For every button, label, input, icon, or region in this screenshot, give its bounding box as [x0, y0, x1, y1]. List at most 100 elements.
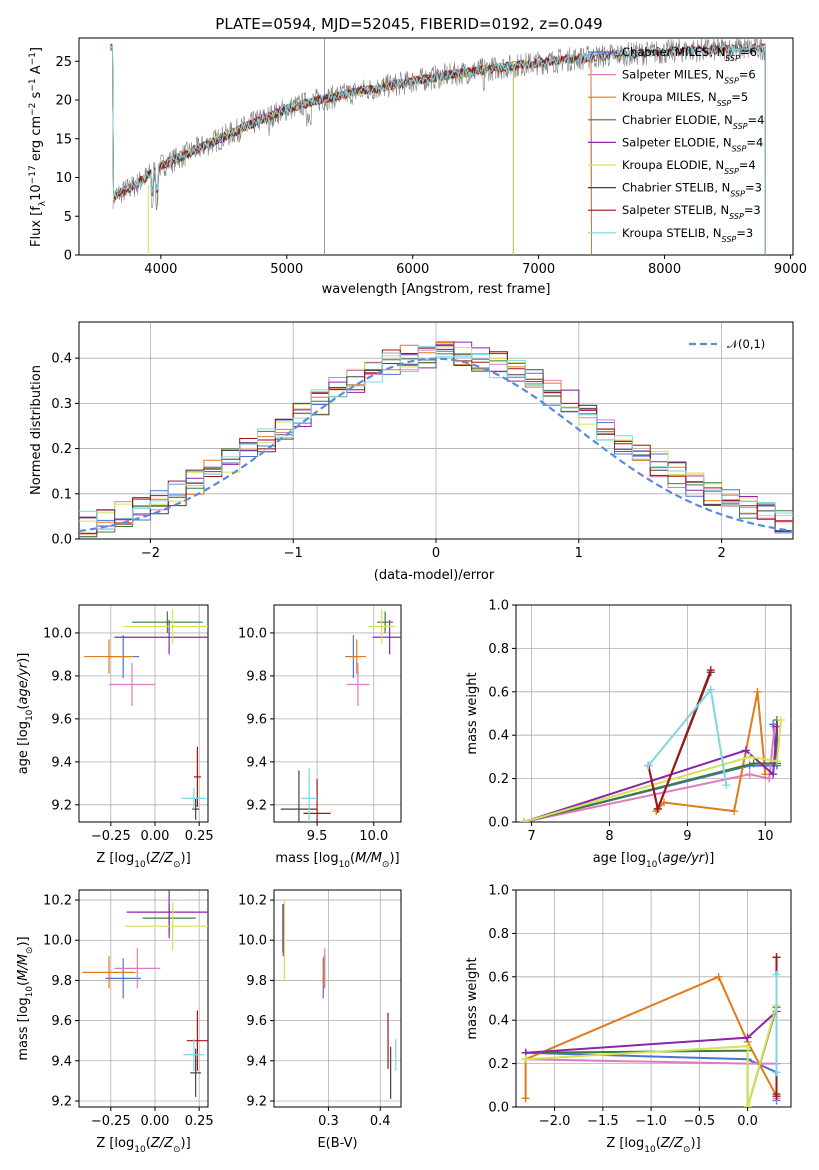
- weight-marker-salpeter_stelib-2: [706, 666, 715, 675]
- spectrum-ylabel: Flux [fλ10−17 erg cm−2 s−1 A−1]: [28, 47, 48, 247]
- weight-marker-kroupa_elodie-2: [772, 757, 781, 766]
- legend-label-kroupa_stelib: Kroupa STELIB, NSSP=3: [622, 226, 753, 244]
- axes-frame: [273, 889, 402, 1108]
- xtick-label-3: 10: [757, 829, 774, 844]
- ytick-label-3: 9.8: [51, 669, 72, 684]
- xtick-label-0: 4000: [144, 262, 177, 277]
- ytick-label-3: 0.6: [488, 970, 509, 985]
- ytick-label-0: 0.0: [51, 533, 72, 548]
- axes-weight_vs_Z: −2.0 −1.5 −1.0 −0.5 0.0 0.0 0.2 0.4 0.6 0.8 1.0 Z […: [465, 884, 792, 1155]
- xtick-label-1: 0.4: [370, 1114, 391, 1129]
- errbar-kroupa_stelib: [183, 1038, 205, 1071]
- ytick-label-5: 1.0: [488, 884, 509, 899]
- weight-marker-kroupa_elodie-1: [745, 752, 754, 761]
- ytick-label-1: 0.1: [51, 487, 72, 502]
- weight_vs_Z-xlabel: Z [log10(Z/Z⊙)]: [606, 1136, 700, 1155]
- errbar-salpeter_stelib: [186, 1010, 208, 1071]
- errbar-kroupa_stelib: [301, 768, 318, 822]
- ytick-label-4: 10.0: [238, 934, 267, 949]
- weight-marker-kroupa_elodie-3: [776, 716, 785, 725]
- xtick-label-5: 9000: [774, 262, 807, 277]
- mass_vs_ebv-xlabel: E(B-V): [317, 1136, 357, 1151]
- errbar-kroupa_stelib: [181, 787, 207, 810]
- legend-label-kroupa_elodie: Kroupa ELODIE, NSSP=4: [622, 158, 756, 176]
- plot-area-weight_vs_age: [519, 666, 785, 822]
- errbar-kroupa_miles: [323, 956, 325, 989]
- axes-age_vs_mass: 9.5 10.0 9.2 9.4 9.6 9.8 10.0 mass [log10(M/M⊙)…: [238, 604, 402, 870]
- weight-line-kroupa_miles: [655, 691, 767, 813]
- model-kroupa_stelib: [110, 43, 766, 255]
- axes-frame: [78, 604, 209, 823]
- weight-line-chabrier_elodie: [523, 720, 778, 822]
- weight-marker-kroupa_stelib-0: [772, 1068, 781, 1077]
- legend-normal-label: 𝒩(0,1): [727, 337, 765, 351]
- ytick-label-0: 9.2: [51, 798, 72, 813]
- ytick-label-4: 0.4: [51, 352, 72, 367]
- ytick-label-1: 9.4: [51, 755, 72, 770]
- age_vs_mass-xlabel: mass [log10(M/M⊙)]: [275, 851, 399, 870]
- weight-marker-salpeter_stelib-0: [772, 1092, 781, 1101]
- ytick-label-2: 9.6: [51, 712, 72, 727]
- weight_vs_age-ylabel: mass weight: [465, 672, 480, 754]
- ytick-label-1: 0.2: [488, 1057, 509, 1072]
- xtick-label-4: 2: [717, 546, 725, 561]
- weight-marker-salpeter_elodie-2: [769, 770, 778, 779]
- errbar-chabrier_miles: [105, 958, 141, 999]
- xtick-label-1: 0.00: [141, 1114, 170, 1129]
- xtick-label-1: 0.00: [141, 829, 170, 844]
- plot-area-spec: [110, 38, 766, 255]
- legend-label-chabrier_elodie: Chabrier ELODIE, NSSP=4: [622, 113, 764, 131]
- legend-label-kroupa_miles: Kroupa MILES, NSSP=5: [622, 90, 748, 108]
- weight-line-salpeter_elodie: [523, 726, 778, 822]
- weight-marker-kroupa_elodie-0: [521, 1055, 530, 1064]
- weight_vs_Z-ylabel: mass weight: [465, 957, 480, 1039]
- weight-marker-chabrier_elodie-1: [749, 759, 758, 768]
- weight-marker-salpeter_miles-2: [765, 774, 774, 783]
- ytick-label-3: 9.8: [246, 669, 267, 684]
- legend-label-chabrier_stelib: Chabrier STELIB, NSSP=3: [622, 181, 762, 199]
- weight-marker-kroupa_elodie-2: [743, 1103, 752, 1107]
- errbar-chabrier_elodie: [377, 611, 394, 633]
- weight-marker-kroupa_miles-2: [714, 972, 723, 981]
- ytick-label-0: 9.2: [246, 1094, 267, 1109]
- hist-kroupa_stelib: [79, 346, 793, 530]
- axes-weight_vs_age: 7 8 9 10 0.0 0.2 0.4 0.6 0.8 1.0 age [log10(age/yr…: [465, 599, 792, 870]
- residual-xlabel: (data-model)/error: [374, 568, 495, 583]
- plot-area-mass_vs_ebv: [282, 900, 397, 1099]
- ytick-label-0: 0.0: [488, 816, 509, 831]
- plot-area-age_vs_mass: [280, 609, 401, 822]
- weight-marker-kroupa_miles-3: [753, 687, 762, 696]
- ytick-label-0: 0.0: [488, 1101, 509, 1116]
- weight-marker-kroupa_elodie-1: [743, 1042, 752, 1051]
- weight-marker-kroupa_stelib-1: [706, 685, 715, 694]
- errbar-chabrier_stelib: [280, 770, 318, 822]
- age_vs_Z-xlabel: Z [log10(Z/Z⊙)]: [96, 851, 190, 870]
- xtick-label-2: 0: [432, 546, 440, 561]
- xtick-label-2: 6000: [396, 262, 429, 277]
- errbar-kroupa_stelib: [395, 1038, 397, 1071]
- ytick-label-1: 0.2: [488, 772, 509, 787]
- weight-line-kroupa_elodie: [525, 1004, 778, 1107]
- xtick-label-0: −0.25: [91, 1114, 131, 1129]
- axes-spectrum: 4000 5000 6000 7000 8000 9000 0 5 10 15 20 25 Chabri…: [28, 37, 807, 297]
- plot-area-mass_vs_Z: [82, 890, 208, 1097]
- weight-marker-salpeter_elodie-1: [741, 746, 750, 755]
- ytick-label-5: 10.2: [238, 894, 267, 909]
- axes-mass_vs_ebv: 0.3 0.4 9.2 9.4 9.6 9.8 10.0 10.2 E(B-V): [238, 889, 402, 1151]
- errbar-salpeter_miles: [324, 948, 326, 989]
- age_vs_Z-ylabel: age [log10(age/yr)]: [16, 653, 35, 775]
- errbar-salpeter_stelib: [387, 1012, 389, 1069]
- ytick-label-4: 10.0: [43, 934, 72, 949]
- spectrum-xlabel: wavelength [Angstrom, rest frame]: [322, 282, 551, 297]
- page-title: PLATE=0594, MJD=52045, FIBERID=0192, z=0…: [215, 15, 602, 33]
- axes-residuals: −2 −1 0 1 2 0.0 0.1 0.2 0.3 0.4 𝒩(0,1) (data-model)…: [29, 321, 794, 583]
- xtick-label-1: −1.5: [587, 1114, 619, 1129]
- xtick-label-1: 10.0: [359, 829, 388, 844]
- weight-marker-kroupa_miles-4: [761, 770, 770, 779]
- ytick-label-2: 10: [55, 171, 72, 186]
- weight-marker-kroupa_stelib-2: [722, 781, 731, 790]
- weight-marker-kroupa_stelib-0: [644, 761, 653, 770]
- errbar-kroupa_elodie: [123, 609, 208, 644]
- xtick-label-0: 9.5: [307, 829, 328, 844]
